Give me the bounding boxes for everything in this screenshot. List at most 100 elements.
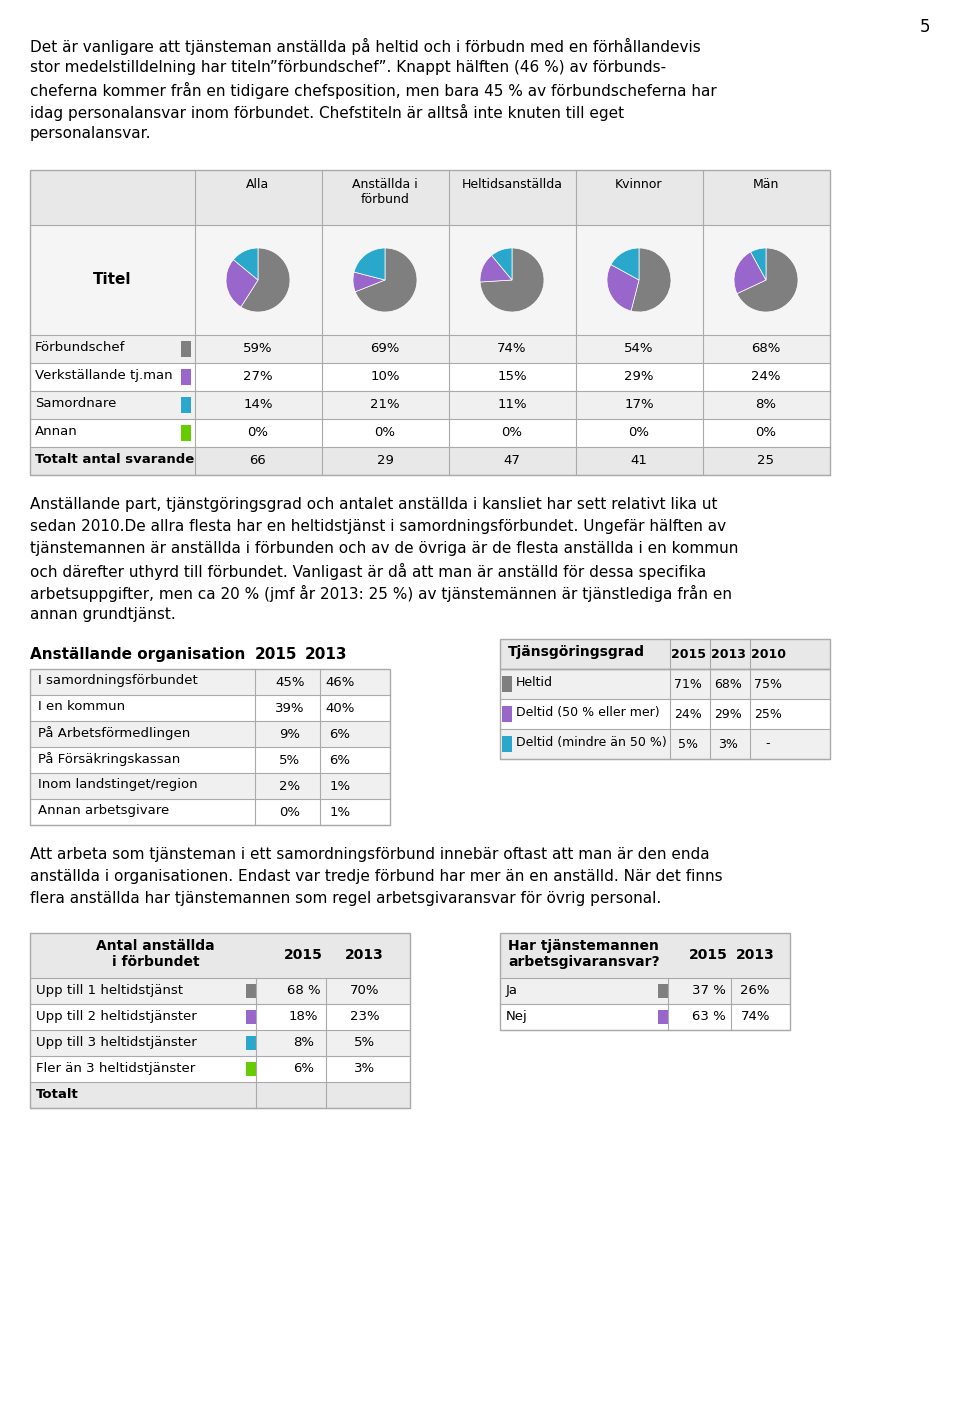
Text: 5%: 5%: [678, 737, 698, 751]
Text: I samordningsförbundet: I samordningsförbundet: [38, 674, 198, 687]
Bar: [500, 978, 790, 1004]
Bar: [30, 364, 830, 390]
Text: flera anställda har tjänstemannen som regel arbetsgivaransvar för övrig personal: flera anställda har tjänstemannen som re…: [30, 890, 661, 906]
Bar: [500, 699, 830, 728]
Text: 29: 29: [376, 454, 394, 467]
Text: 54%: 54%: [624, 342, 654, 355]
Text: 2013: 2013: [345, 949, 384, 961]
Bar: [30, 1082, 410, 1108]
Text: -: -: [766, 737, 770, 751]
Text: 47: 47: [504, 454, 520, 467]
Bar: [30, 747, 390, 772]
Text: 63 %: 63 %: [692, 1011, 726, 1024]
Bar: [247, 984, 256, 998]
Text: 15%: 15%: [497, 371, 527, 383]
Bar: [30, 170, 830, 476]
Text: 70%: 70%: [349, 984, 379, 997]
Bar: [181, 341, 191, 356]
Bar: [30, 1030, 410, 1056]
Text: Nej: Nej: [506, 1010, 528, 1022]
Wedge shape: [492, 248, 512, 280]
Bar: [181, 369, 191, 385]
Text: 68%: 68%: [752, 342, 780, 355]
Text: Heltid: Heltid: [516, 676, 553, 689]
Text: 8%: 8%: [293, 1037, 314, 1049]
Text: 11%: 11%: [497, 399, 527, 412]
Text: 5: 5: [920, 18, 930, 36]
Wedge shape: [226, 260, 258, 307]
Bar: [502, 736, 512, 753]
Text: 21%: 21%: [371, 399, 399, 412]
Text: I en kommun: I en kommun: [38, 700, 125, 713]
Text: Annan: Annan: [35, 425, 78, 437]
Text: 6%: 6%: [329, 727, 350, 740]
Text: Verkställande tj.man: Verkställande tj.man: [35, 369, 173, 382]
Text: Annan arbetsgivare: Annan arbetsgivare: [38, 804, 169, 816]
Bar: [30, 933, 410, 1108]
Text: 2013: 2013: [305, 648, 348, 662]
Wedge shape: [241, 248, 290, 312]
Text: Tjänsgöringsgrad: Tjänsgöringsgrad: [508, 645, 645, 659]
Text: 17%: 17%: [624, 399, 654, 412]
Bar: [30, 669, 390, 694]
Text: Titel: Titel: [93, 273, 132, 287]
Bar: [30, 978, 410, 1004]
Text: 2015: 2015: [689, 949, 729, 961]
Bar: [30, 447, 830, 476]
Bar: [500, 1004, 790, 1030]
Text: Anställda i
förbund: Anställda i förbund: [352, 178, 418, 206]
Text: På Arbetsförmedlingen: På Arbetsförmedlingen: [38, 726, 190, 740]
Text: 2010: 2010: [751, 648, 785, 660]
Text: annan grundtjänst.: annan grundtjänst.: [30, 606, 176, 622]
Text: 14%: 14%: [243, 399, 273, 412]
Text: 2015: 2015: [284, 949, 323, 961]
Bar: [500, 669, 830, 760]
Bar: [30, 170, 830, 224]
Text: 26%: 26%: [740, 984, 770, 997]
Text: 0%: 0%: [756, 426, 777, 440]
Text: 5%: 5%: [354, 1037, 375, 1049]
Text: 59%: 59%: [243, 342, 273, 355]
Text: 2015: 2015: [670, 648, 706, 660]
Text: 6%: 6%: [329, 754, 350, 767]
Text: 24%: 24%: [752, 371, 780, 383]
Text: 68%: 68%: [714, 677, 742, 690]
Wedge shape: [611, 248, 639, 280]
Text: 2013: 2013: [735, 949, 775, 961]
Text: Heltidsanställda: Heltidsanställda: [462, 178, 563, 192]
Text: Upp till 2 heltidstjänster: Upp till 2 heltidstjänster: [36, 1010, 197, 1022]
Text: Alla: Alla: [247, 178, 270, 192]
Bar: [30, 799, 390, 825]
Text: Anställande part, tjänstgöringsgrad och antalet anställda i kansliet har sett re: Anställande part, tjänstgöringsgrad och …: [30, 497, 717, 513]
Text: idag personalansvar inom förbundet. Chefstiteln är alltså inte knuten till eget: idag personalansvar inom förbundet. Chef…: [30, 104, 624, 121]
Text: 46%: 46%: [325, 676, 354, 689]
Text: 27%: 27%: [243, 371, 273, 383]
Text: Deltid (50 % eller mer): Deltid (50 % eller mer): [516, 706, 660, 719]
Text: 25: 25: [757, 454, 775, 467]
Bar: [247, 1010, 256, 1024]
Text: Att arbeta som tjänsteman i ett samordningsförbund innebär oftast att man är den: Att arbeta som tjänsteman i ett samordni…: [30, 846, 709, 862]
Text: 23%: 23%: [349, 1011, 379, 1024]
Wedge shape: [355, 248, 417, 312]
Bar: [500, 933, 790, 1030]
Text: Inom landstinget/region: Inom landstinget/region: [38, 778, 198, 791]
Text: arbetsuppgifter, men ca 20 % (jmf år 2013: 25 %) av tjänstemännen är tjänstledig: arbetsuppgifter, men ca 20 % (jmf år 201…: [30, 585, 732, 602]
Wedge shape: [751, 248, 766, 280]
Text: 2015: 2015: [255, 648, 298, 662]
Bar: [500, 669, 830, 699]
Text: 5%: 5%: [279, 754, 300, 767]
Text: 9%: 9%: [279, 727, 300, 740]
Text: 29%: 29%: [714, 707, 742, 720]
Text: 1%: 1%: [329, 805, 350, 818]
Text: På Försäkringskassan: På Försäkringskassan: [38, 753, 180, 765]
Text: 74%: 74%: [740, 1011, 770, 1024]
Bar: [30, 933, 410, 978]
Text: Anställande organisation: Anställande organisation: [30, 648, 246, 662]
Bar: [30, 335, 830, 364]
Text: Antal anställda
i förbundet: Antal anställda i förbundet: [96, 939, 215, 970]
Bar: [500, 639, 830, 669]
Bar: [181, 398, 191, 413]
Bar: [247, 1037, 256, 1049]
Text: 1%: 1%: [329, 780, 350, 792]
Text: 37 %: 37 %: [692, 984, 726, 997]
